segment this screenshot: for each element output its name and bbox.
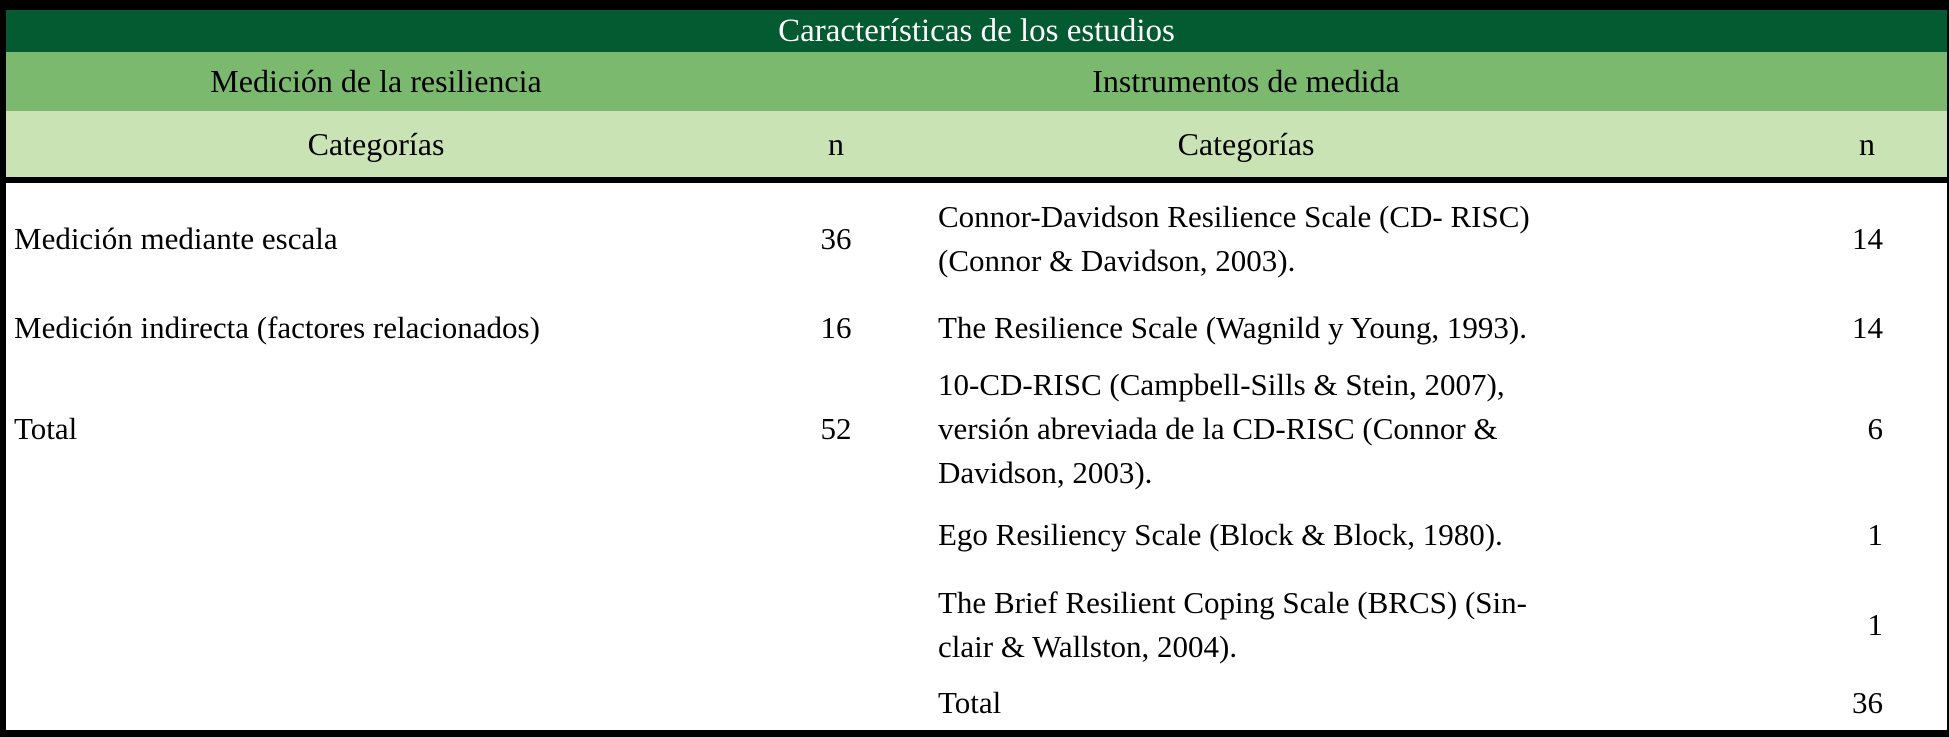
n-cell: 1 [1867,517,1884,552]
section-header-right: Instrumentos de medida [1092,63,1400,99]
n-cell: 1 [1867,607,1884,642]
n-cell [746,675,926,730]
n-cell: 14 [1852,310,1883,345]
section-header-row: Medición de la resiliencia Instrumentos … [6,52,1947,111]
category-cell [6,575,746,675]
n-cell [746,495,926,575]
category-cell: Medición mediante escala [14,220,338,256]
table-row: Total 52 10-CD-RISC (Campbell-Sills & St… [6,362,1947,495]
category-cell: 10-CD-RISC (Campbell-Sills & Stein, 2007… [938,366,1505,490]
header-body-divider [6,177,1947,183]
n-cell: 36 [1852,684,1883,720]
category-cell: Connor-Davidson Resilience Scale (CD- RI… [938,198,1530,278]
section-header-left-spacer [746,52,926,111]
n-cell: 14 [1852,220,1883,256]
column-header-categories-right: Categorías [1177,125,1315,162]
n-cell: 6 [1867,410,1884,446]
category-cell: Medición indirecta (factores relacionado… [14,310,540,345]
category-cell [6,675,746,730]
column-header-categories-left: Categorías [307,125,445,162]
table-row: Medición mediante escala 36 Connor-David… [6,183,1947,294]
table-body: Medición mediante escala 36 Connor-David… [6,183,1947,730]
column-header-row: Categorías n Categorías n [6,111,1947,177]
n-cell [746,575,926,675]
table-title: Características de los estudios [778,12,1175,49]
column-header-n-right: n [1859,125,1875,162]
n-cell: 52 [820,410,852,446]
column-header-n-left: n [828,125,844,162]
n-cell: 36 [820,220,852,256]
table-row: Medición indirecta (factores relacionado… [6,294,1947,362]
section-header-left: Medición de la resiliencia [210,63,542,99]
table-title-row: Características de los estudios [6,10,1947,52]
category-cell: Total [938,684,1002,720]
n-cell: 16 [820,310,852,345]
category-cell [6,495,746,575]
table-row: Ego Resiliency Scale (Block & Block, 198… [6,495,1947,575]
table-row: Total 36 [6,675,1947,730]
category-cell: Ego Resiliency Scale (Block & Block, 198… [938,517,1503,552]
category-cell: The Brief Resilient Coping Scale (BRCS) … [938,585,1527,664]
category-cell: The Resilience Scale (Wagnild y Young, 1… [938,310,1527,345]
section-header-right-spacer [1566,52,1947,111]
table-row: The Brief Resilient Coping Scale (BRCS) … [6,575,1947,675]
category-cell: Total [14,410,78,446]
